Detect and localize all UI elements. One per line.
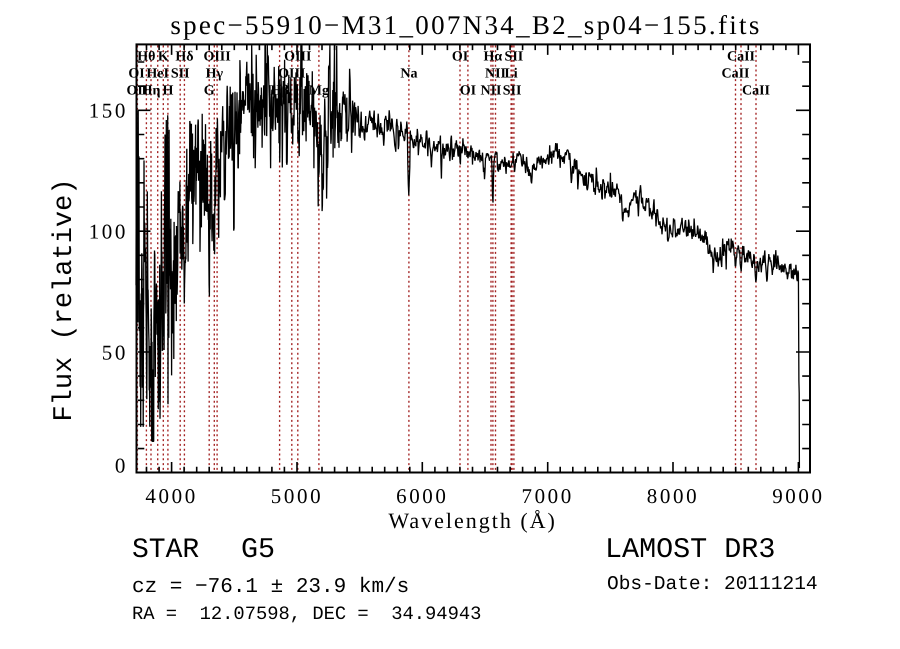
- svg-text:K: K: [158, 50, 169, 65]
- svg-text:OI: OI: [460, 84, 476, 99]
- svg-text:OI: OI: [128, 67, 144, 82]
- svg-text:G5: G5: [241, 533, 275, 566]
- svg-text:Wavelength (Å): Wavelength (Å): [388, 508, 557, 533]
- svg-text:Na: Na: [400, 67, 417, 82]
- svg-text:Hα: Hα: [484, 50, 503, 65]
- svg-text:LAMOST DR3: LAMOST DR3: [605, 533, 775, 566]
- svg-text:Hβ: Hβ: [270, 84, 288, 99]
- svg-text:9000: 9000: [772, 484, 824, 508]
- svg-text:NII: NII: [480, 84, 501, 99]
- svg-text:SII: SII: [503, 84, 522, 99]
- svg-text:HeI: HeI: [146, 67, 169, 82]
- svg-text:CaII: CaII: [742, 84, 770, 99]
- svg-text:Hη: Hη: [142, 84, 161, 99]
- svg-text:150: 150: [89, 99, 128, 123]
- svg-text:NII: NII: [485, 67, 506, 82]
- svg-text:Hδ: Hδ: [175, 50, 193, 65]
- svg-text:50: 50: [102, 340, 128, 364]
- svg-text:SII: SII: [505, 50, 524, 65]
- svg-text:6000: 6000: [396, 484, 448, 508]
- svg-text:G: G: [204, 84, 215, 99]
- svg-text:100: 100: [89, 220, 128, 244]
- svg-text:SII: SII: [171, 67, 190, 82]
- svg-text:OIII: OIII: [284, 50, 311, 65]
- svg-text:H: H: [162, 84, 173, 99]
- svg-text:Flux (relative): Flux (relative): [50, 178, 80, 421]
- svg-text:Mg: Mg: [309, 84, 329, 99]
- svg-text:8000: 8000: [647, 484, 699, 508]
- svg-text:cz = −76.1 ± 23.9 km/s: cz = −76.1 ± 23.9 km/s: [132, 576, 409, 599]
- svg-text:0: 0: [115, 454, 128, 478]
- svg-text:spec−55910−M31_007N34_B2_sp04−: spec−55910−M31_007N34_B2_sp04−155.fits: [170, 10, 761, 40]
- svg-text:Hθ: Hθ: [137, 50, 155, 65]
- svg-text:Li: Li: [504, 67, 517, 82]
- svg-text:STAR: STAR: [132, 535, 199, 566]
- svg-text:4000: 4000: [145, 484, 197, 508]
- svg-text:Obs-Date: 20111214: Obs-Date: 20111214: [607, 573, 818, 595]
- svg-text:OIII: OIII: [203, 50, 230, 65]
- svg-text:5000: 5000: [271, 484, 323, 508]
- svg-text:CaII: CaII: [721, 67, 749, 82]
- svg-text:OII: OII: [127, 84, 149, 99]
- svg-text:RA = 12.07598, DEC = 34.9494: RA = 12.07598, DEC = 34.94943: [132, 603, 481, 625]
- svg-text:Hγ: Hγ: [206, 67, 224, 82]
- svg-text:OI: OI: [452, 50, 468, 65]
- svg-text:OIII: OIII: [278, 67, 305, 82]
- svg-text:7000: 7000: [521, 484, 573, 508]
- svg-text:CaII: CaII: [727, 50, 755, 65]
